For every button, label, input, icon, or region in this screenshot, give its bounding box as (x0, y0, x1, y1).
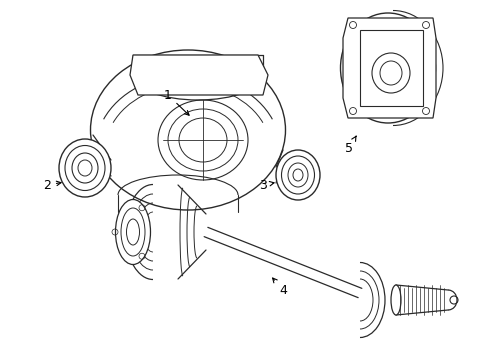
Text: 1: 1 (164, 89, 189, 115)
Ellipse shape (276, 150, 320, 200)
Text: 5: 5 (345, 136, 356, 154)
Text: 3: 3 (259, 179, 274, 192)
Polygon shape (360, 30, 423, 106)
Polygon shape (343, 18, 436, 118)
Ellipse shape (59, 139, 111, 197)
Ellipse shape (341, 13, 436, 123)
Ellipse shape (391, 285, 401, 315)
Ellipse shape (91, 50, 286, 210)
Ellipse shape (372, 53, 410, 93)
Ellipse shape (116, 199, 150, 265)
Polygon shape (130, 55, 268, 95)
Text: 2: 2 (43, 179, 61, 192)
Text: 4: 4 (272, 278, 287, 297)
